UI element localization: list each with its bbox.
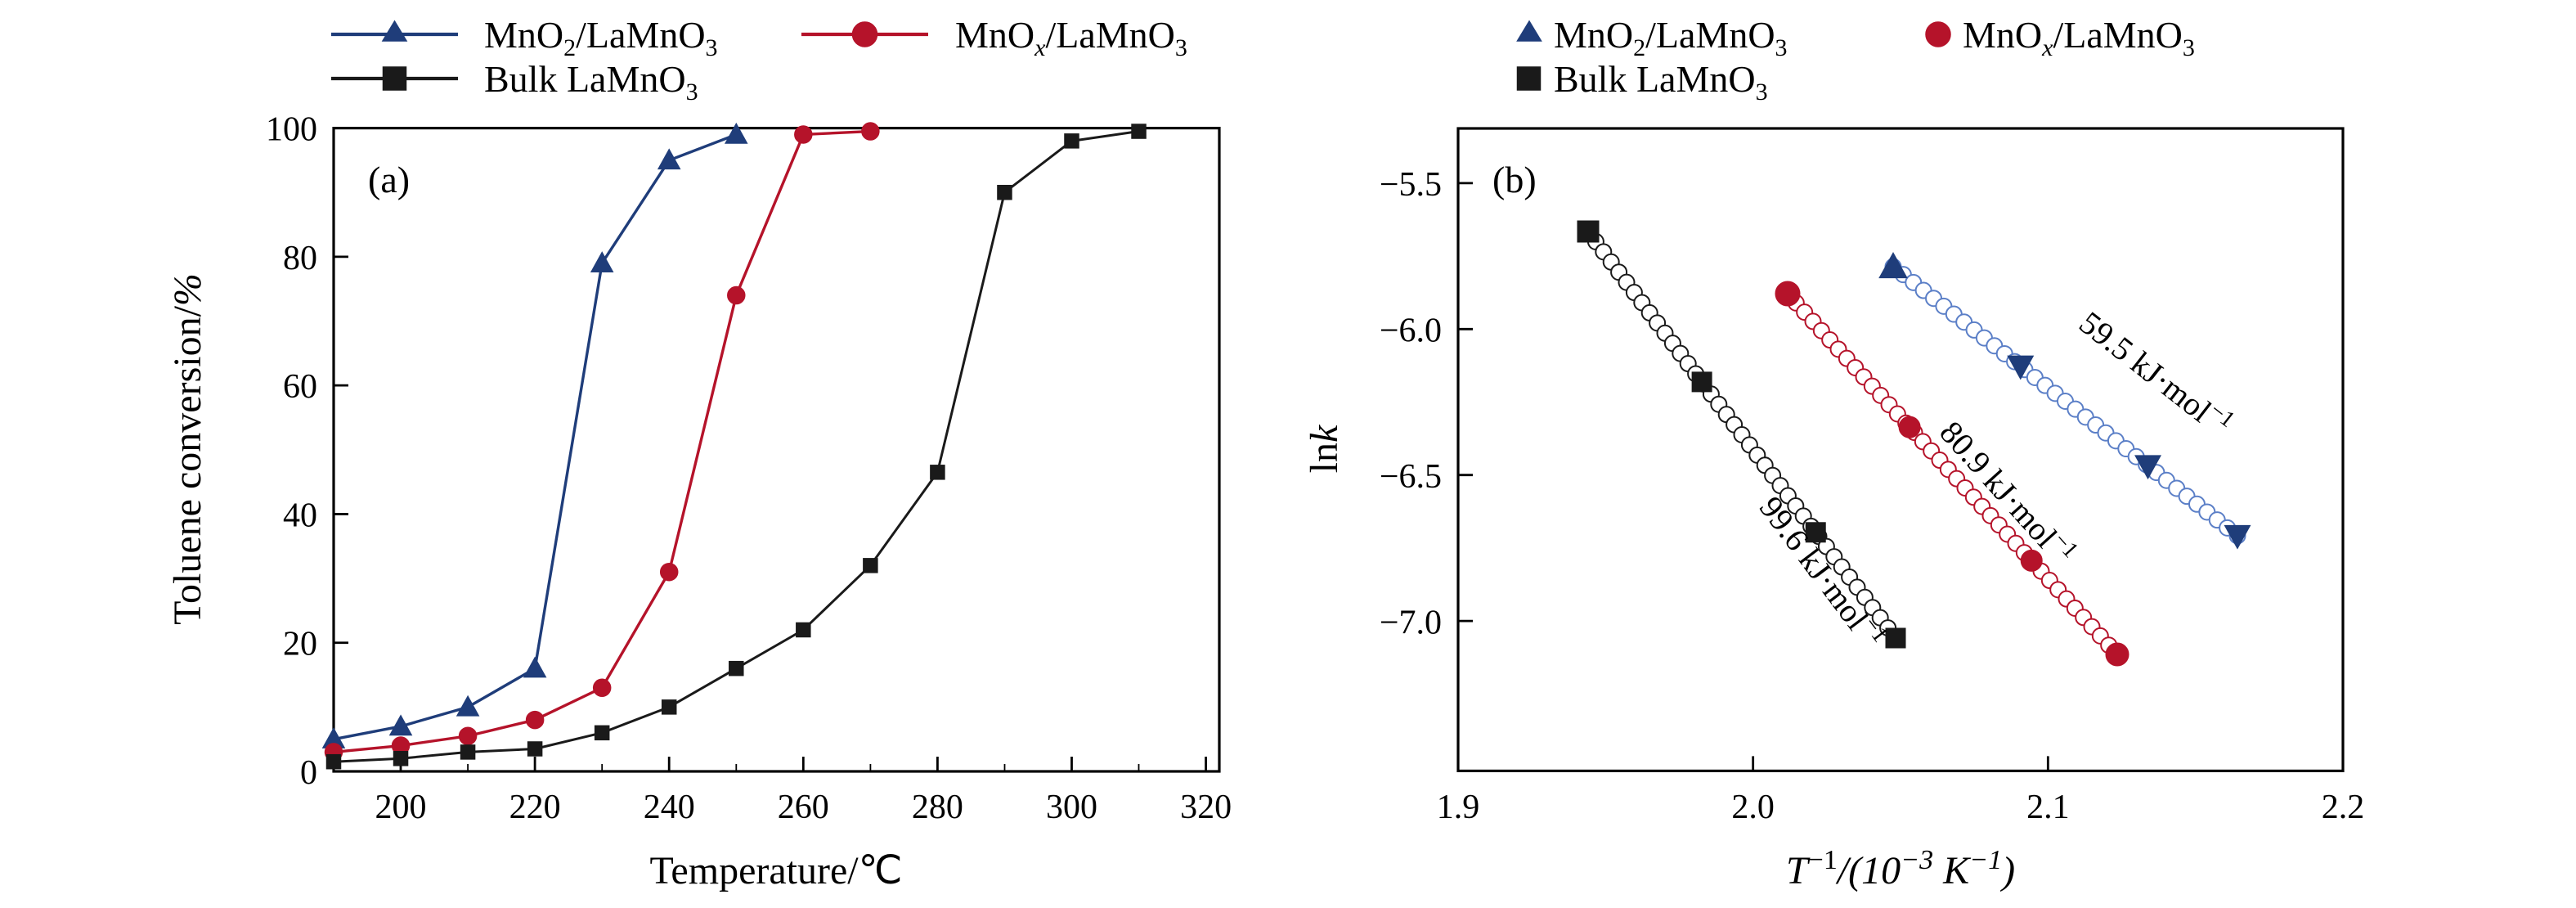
svg-text:1.9: 1.9 [1437, 789, 1480, 826]
svg-text:240: 240 [644, 789, 695, 826]
svg-text:−6.5: −6.5 [1380, 458, 1442, 496]
svg-text:Bulk LaMnO3: Bulk LaMnO3 [1554, 58, 1768, 106]
svg-text:Temperature/℃: Temperature/℃ [649, 849, 902, 892]
svg-text:−7.0: −7.0 [1380, 605, 1442, 642]
svg-text:320: 320 [1180, 789, 1232, 826]
svg-text:260: 260 [778, 789, 829, 826]
svg-text:300: 300 [1046, 789, 1097, 826]
svg-text:−5.5: −5.5 [1380, 166, 1442, 204]
svg-text:2.0: 2.0 [1731, 789, 1775, 826]
svg-text:100: 100 [266, 111, 317, 149]
svg-text:MnO2/LaMnO3: MnO2/LaMnO3 [1554, 14, 1788, 61]
svg-text:20: 20 [283, 626, 317, 663]
svg-text:(a): (a) [368, 159, 410, 200]
svg-text:2.2: 2.2 [2322, 789, 2365, 826]
svg-text:0: 0 [300, 754, 317, 792]
svg-text:80: 80 [283, 240, 317, 277]
svg-text:lnk: lnk [1303, 424, 1346, 473]
svg-text:280: 280 [912, 789, 963, 826]
svg-text:2.1: 2.1 [2026, 789, 2070, 826]
svg-text:Toluene conversion/%: Toluene conversion/% [166, 273, 209, 625]
svg-text:40: 40 [283, 497, 317, 534]
svg-text:MnOx/LaMnO3: MnOx/LaMnO3 [955, 14, 1187, 61]
svg-text:60: 60 [283, 368, 317, 406]
svg-text:220: 220 [509, 789, 561, 826]
svg-text:200: 200 [375, 789, 427, 826]
svg-text:MnO2/LaMnO3: MnO2/LaMnO3 [484, 14, 718, 61]
svg-text:(b): (b) [1492, 159, 1537, 200]
svg-text:MnOx/LaMnO3: MnOx/LaMnO3 [1963, 14, 2195, 61]
svg-text:Bulk LaMnO3: Bulk LaMnO3 [484, 58, 698, 106]
svg-text:−6.0: −6.0 [1380, 312, 1442, 350]
